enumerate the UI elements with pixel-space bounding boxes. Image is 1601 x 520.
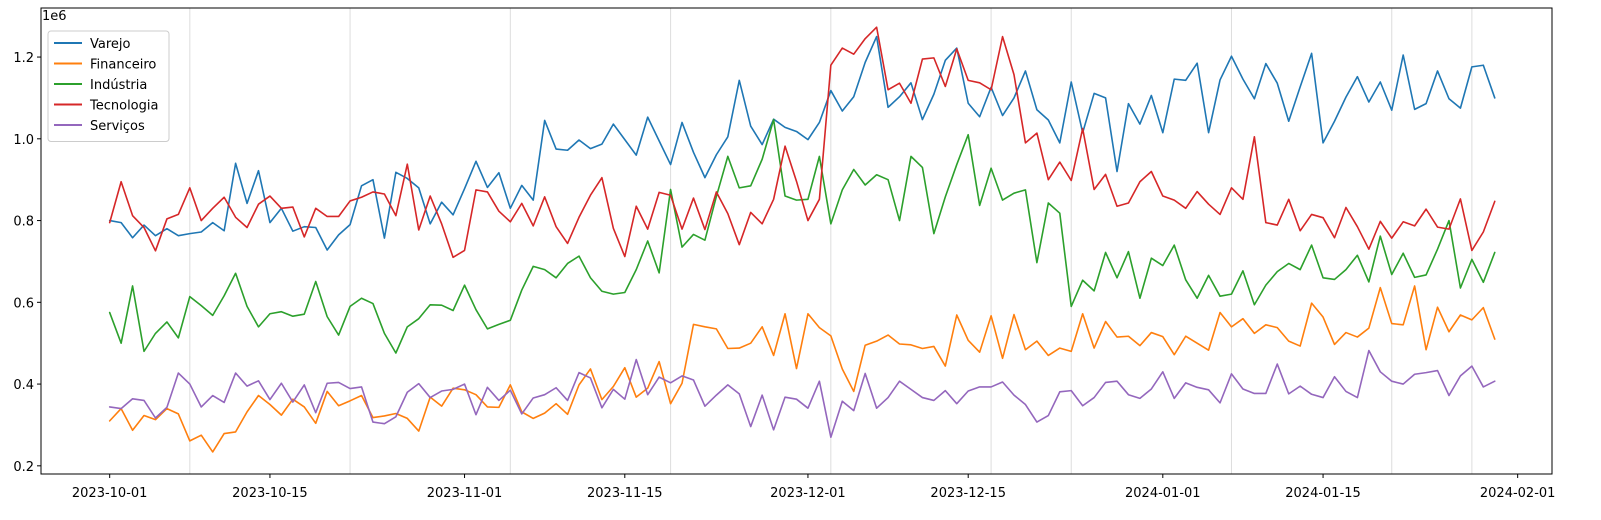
x-tick-label-0: 2023-10-01 — [72, 486, 148, 501]
x-tick-label-4: 2023-12-01 — [770, 486, 846, 501]
series-line-4 — [108, 349, 1496, 439]
y-axis-ticks: 0.2 0.4 0.6 0.8 1.0 1.2 — [13, 51, 41, 475]
x-tick-label-1: 2023-10-15 — [232, 486, 308, 501]
legend: Varejo Financeiro Indústria Tecnologia Servi… — [47, 30, 170, 142]
legend-label-1: Financeiro — [90, 58, 156, 73]
series-line-0 — [108, 35, 1496, 251]
series-lines — [108, 26, 1496, 453]
legend-label-3: Tecnologia — [89, 99, 158, 114]
plot-axes — [40, 7, 1553, 475]
x-tick-label-8: 2024-02-01 — [1480, 486, 1556, 501]
legend-label-4: Serviços — [90, 119, 145, 134]
series-line-1 — [108, 285, 1496, 453]
x-tick-label-6: 2024-01-01 — [1125, 486, 1201, 501]
plot-frame — [40, 7, 1553, 475]
x-tick-label-7: 2024-01-15 — [1285, 486, 1361, 501]
x-tick-label-2: 2023-11-01 — [427, 486, 503, 501]
x-axis-ticks: 2023-10-01 2023-10-15 2023-11-01 2023-11-15… — [72, 474, 1556, 501]
y-tick-label-5: 1.2 — [13, 51, 34, 66]
legend-label-0: Varejo — [90, 37, 131, 52]
y-tick-label-1: 0.4 — [13, 378, 34, 393]
y-tick-label-4: 1.0 — [13, 133, 34, 148]
x-tick-label-3: 2023-11-15 — [587, 486, 663, 501]
y-tick-label-3: 0.8 — [13, 215, 34, 230]
legend-label-2: Indústria — [90, 78, 147, 93]
y-tick-label-2: 0.6 — [13, 296, 34, 311]
series-line-3 — [108, 26, 1496, 259]
y-tick-label-0: 0.2 — [13, 460, 34, 475]
x-tick-label-5: 2023-12-15 — [930, 486, 1006, 501]
legend-box — [47, 30, 170, 142]
y-axis-offset-label: 1e6 — [42, 9, 67, 24]
